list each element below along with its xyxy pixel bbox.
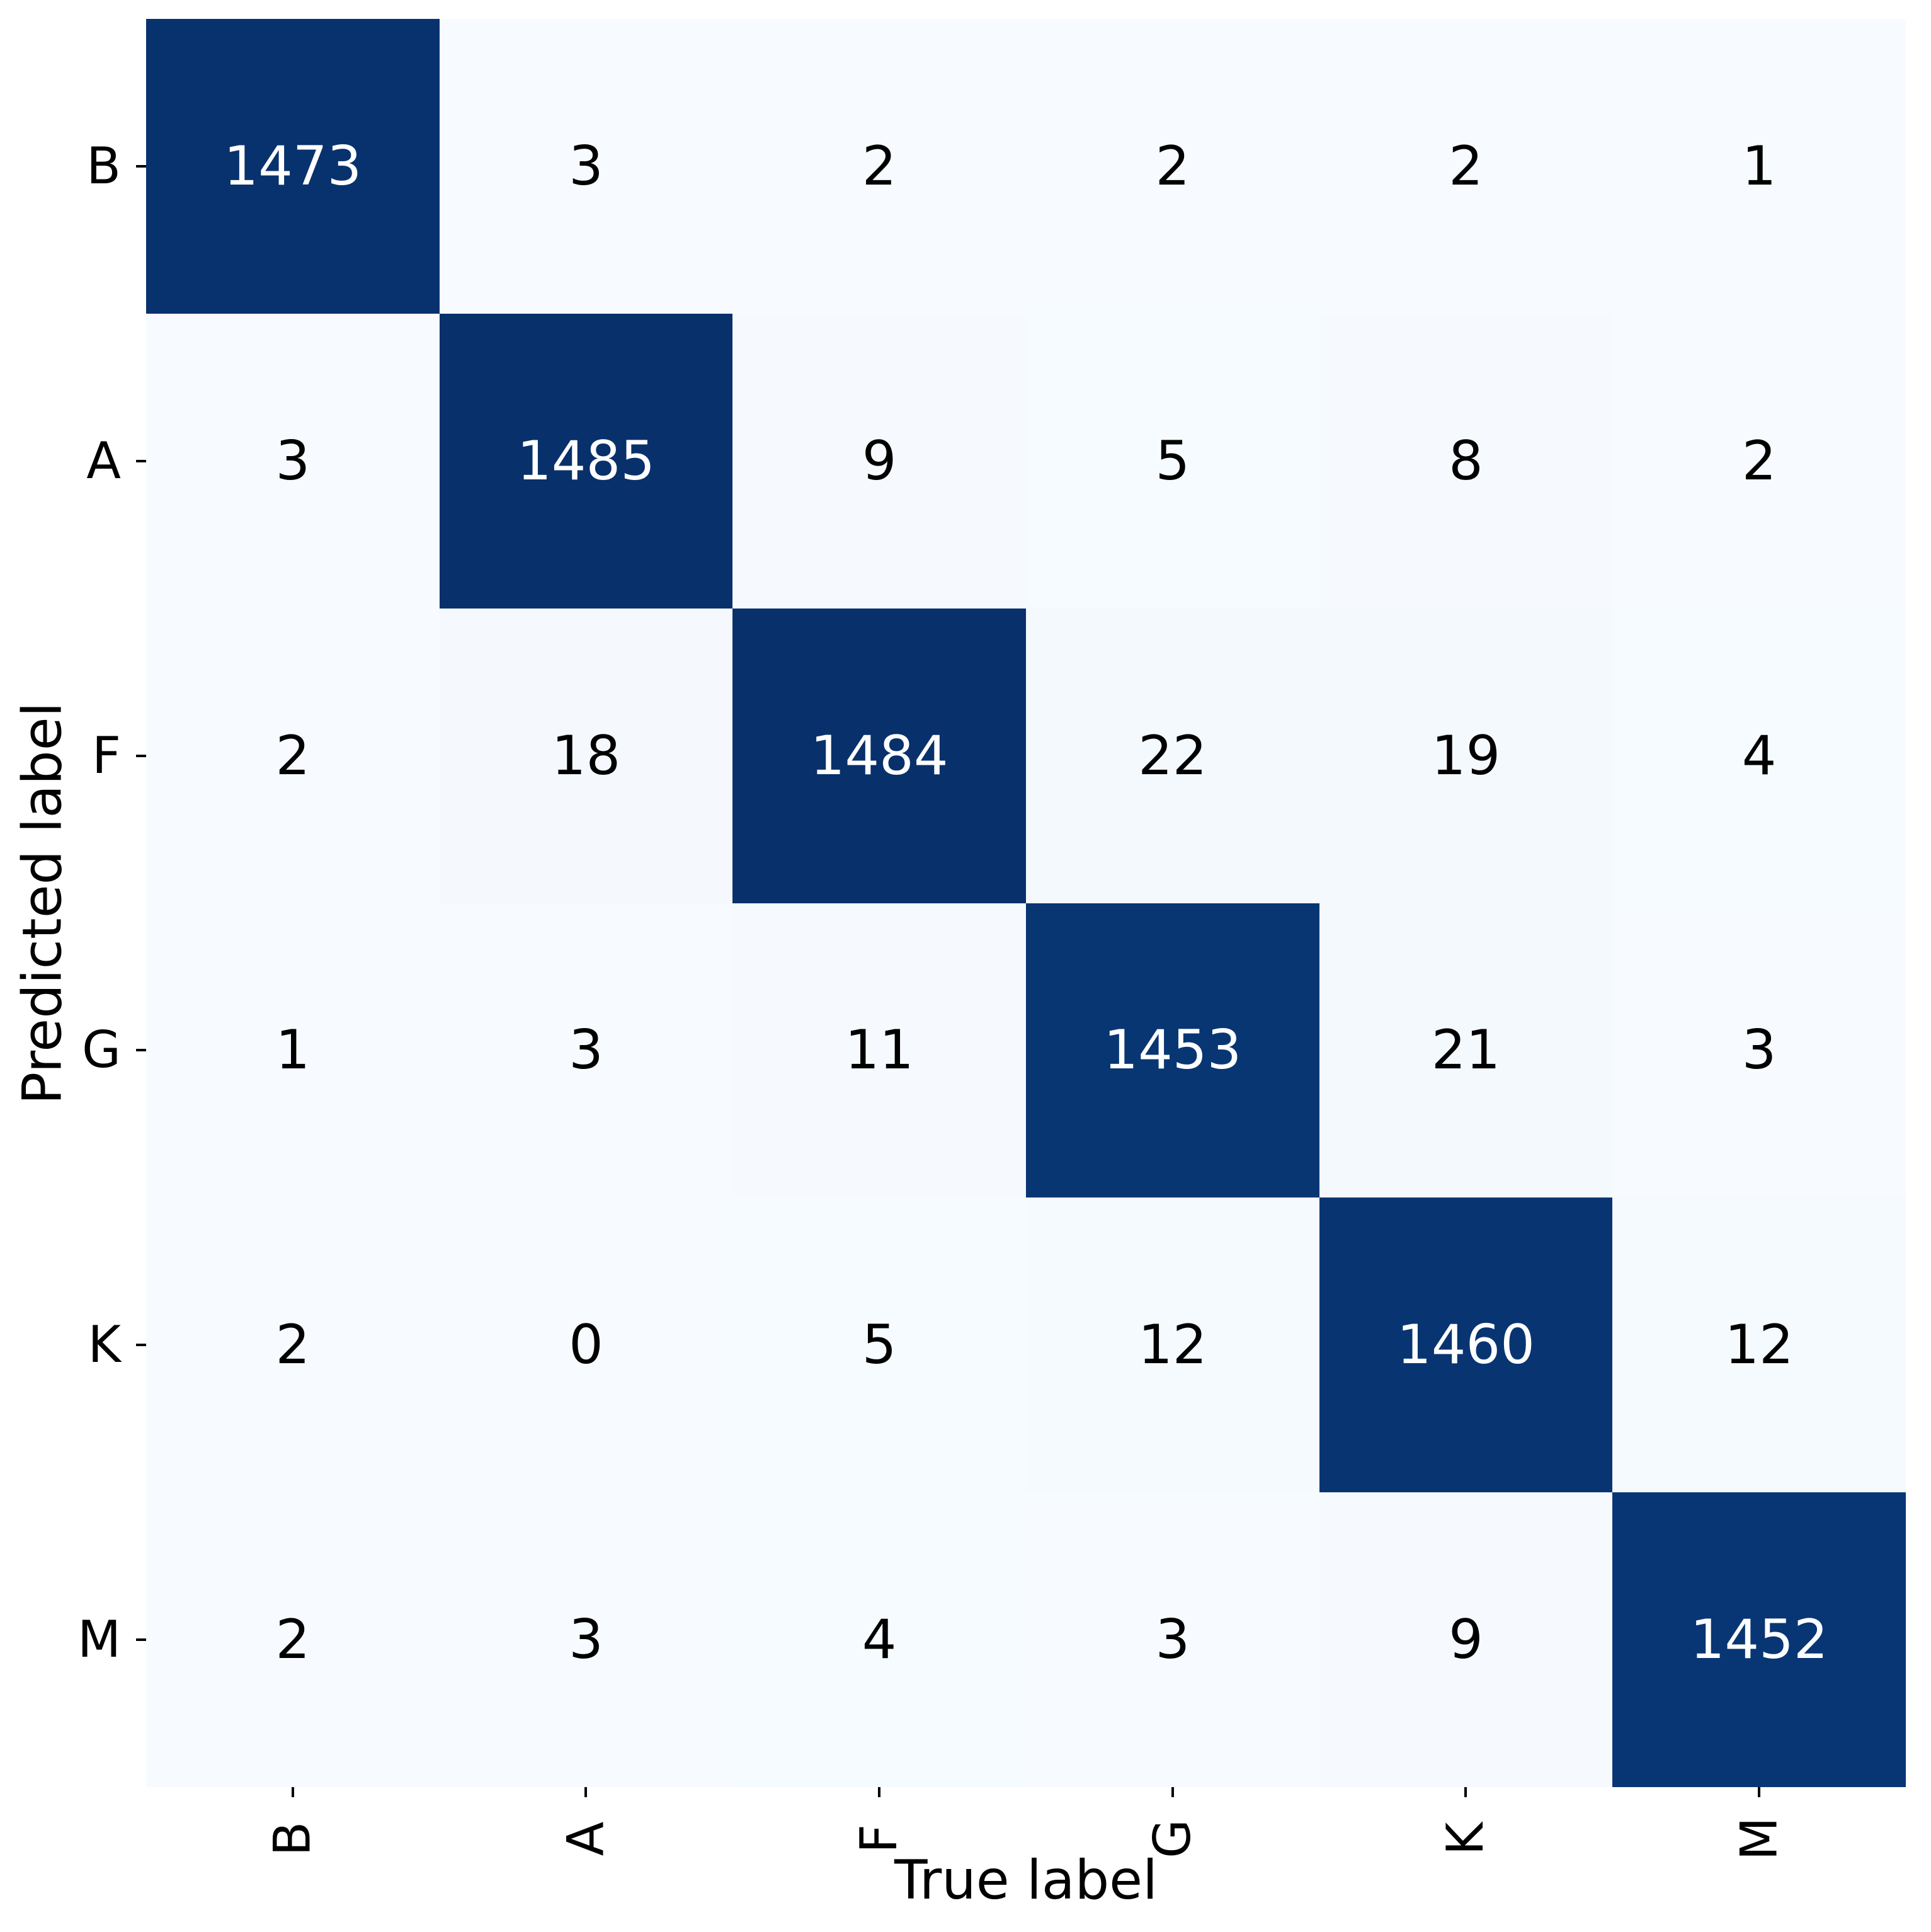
matrix-cell-A-B: 3	[146, 313, 440, 609]
matrix-cell-K-G: 12	[1025, 1197, 1319, 1493]
y-tick-K: K	[0, 1197, 146, 1492]
matrix-cell-M-B: 2	[146, 1492, 440, 1787]
matrix-cell-K-A: 0	[439, 1197, 733, 1493]
matrix-cell-M-F: 4	[732, 1492, 1026, 1787]
matrix-cell-F-M: 4	[1612, 608, 1906, 903]
y-tick-mark	[136, 754, 146, 757]
matrix-cell-K-M: 12	[1612, 1197, 1906, 1493]
y-tick-mark	[136, 1638, 146, 1642]
x-tick-M: M	[1612, 1787, 1906, 1919]
matrix-cell-G-B: 1	[146, 903, 440, 1198]
y-tick-mark	[136, 459, 146, 462]
matrix-cell-F-B: 2	[146, 608, 440, 903]
y-tick-mark	[136, 1049, 146, 1052]
matrix-cell-M-A: 3	[439, 1492, 733, 1787]
y-tick-G: G	[0, 903, 146, 1198]
x-tick-mark	[1171, 1787, 1174, 1797]
matrix-cell-A-F: 9	[732, 313, 1026, 609]
x-tick-G: G	[1026, 1787, 1319, 1919]
y-tick-M: M	[0, 1492, 146, 1787]
matrix-cell-F-K: 19	[1319, 608, 1613, 903]
matrix-cell-A-G: 5	[1025, 313, 1319, 609]
y-tick-A: A	[0, 314, 146, 609]
matrix-cell-A-K: 8	[1319, 313, 1613, 609]
matrix-cell-K-B: 2	[146, 1197, 440, 1493]
x-tick-mark	[878, 1787, 881, 1797]
matrix-cell-F-A: 18	[439, 608, 733, 903]
y-tick-mark	[136, 1344, 146, 1347]
x-tick-mark	[291, 1787, 294, 1797]
y-tick-label: F	[91, 726, 121, 785]
x-tick-F: F	[732, 1787, 1026, 1919]
matrix-cell-F-F: 1484	[732, 608, 1026, 903]
matrix-cell-B-B: 1473	[146, 19, 440, 314]
x-tick-A: A	[440, 1787, 733, 1919]
y-axis-title-wrap: Predicted label	[5, 19, 81, 1787]
y-tick-mark	[136, 164, 146, 168]
matrix-cell-G-M: 3	[1612, 903, 1906, 1198]
y-tick-label: K	[88, 1315, 121, 1375]
matrix-cell-A-M: 2	[1612, 313, 1906, 609]
matrix-cell-G-A: 3	[439, 903, 733, 1198]
y-tick-F: F	[0, 609, 146, 903]
matrix-cell-M-K: 9	[1319, 1492, 1613, 1787]
matrix-cell-G-G: 1453	[1025, 903, 1319, 1198]
matrix-cell-B-K: 2	[1319, 19, 1613, 314]
y-tick-B: B	[0, 19, 146, 314]
x-tick-B: B	[146, 1787, 440, 1919]
matrix-cell-G-F: 11	[732, 903, 1026, 1198]
matrix-cell-M-G: 3	[1025, 1492, 1319, 1787]
x-axis-title: True label	[894, 1849, 1158, 1912]
matrix-cell-B-M: 1	[1612, 19, 1906, 314]
matrix-cell-B-A: 3	[439, 19, 733, 314]
matrix-cell-B-G: 2	[1025, 19, 1319, 314]
y-axis-ticks: B A F G K M	[0, 19, 146, 1787]
matrix-cell-K-K: 1460	[1319, 1197, 1613, 1493]
x-tick-mark	[584, 1787, 588, 1797]
y-axis-title: Predicted label	[11, 701, 75, 1105]
matrix-cell-A-A: 1485	[439, 313, 733, 609]
matrix-cell-M-M: 1452	[1612, 1492, 1906, 1787]
matrix-cell-B-F: 2	[732, 19, 1026, 314]
y-tick-label: M	[77, 1610, 121, 1669]
matrix-cell-F-G: 22	[1025, 608, 1319, 903]
y-tick-label: B	[86, 136, 121, 195]
x-tick-mark	[1758, 1787, 1761, 1797]
x-tick-mark	[1464, 1787, 1467, 1797]
y-tick-label: A	[86, 431, 121, 490]
matrix-cell-K-F: 5	[732, 1197, 1026, 1493]
y-tick-label: G	[82, 1020, 121, 1080]
heatmap-grid: 1473 3 2 2 2 1 3 1485 9 5 8 2 2 18 1484 22 19 4 1 3 11 1453 21…	[146, 19, 1906, 1787]
x-tick-K: K	[1319, 1787, 1613, 1919]
matrix-cell-G-K: 21	[1319, 903, 1613, 1198]
